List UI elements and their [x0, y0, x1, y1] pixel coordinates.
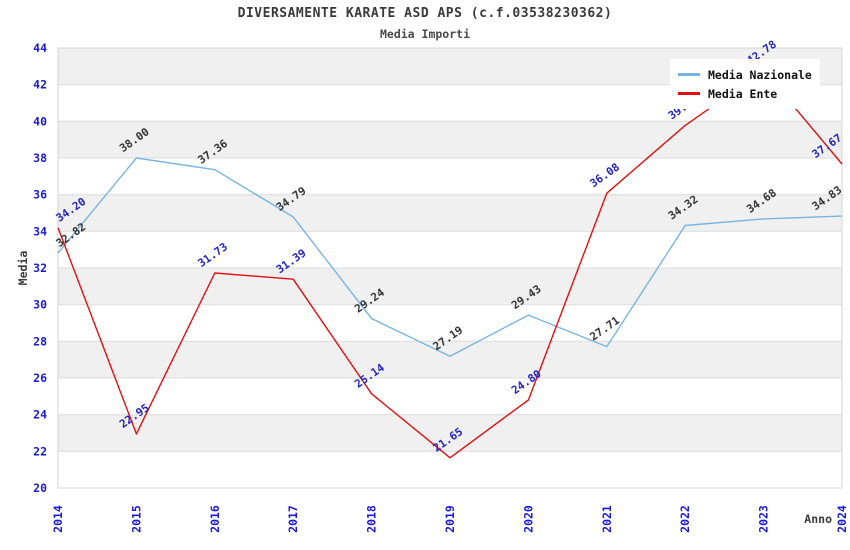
- y-tick-label: 30: [33, 298, 47, 312]
- x-tick-label: 2023: [757, 505, 771, 533]
- x-tick-label: 2016: [208, 505, 222, 533]
- y-tick-label: 32: [33, 261, 47, 275]
- plot-band: [58, 121, 842, 158]
- legend-item-media-ente: Media Ente: [678, 84, 820, 103]
- x-tick-label: 2020: [521, 505, 535, 533]
- y-tick-label: 34: [33, 224, 47, 238]
- legend-swatch: [678, 92, 700, 95]
- x-tick-label: 2024: [835, 505, 849, 533]
- y-tick-label: 38: [33, 151, 47, 165]
- plot-band: [58, 341, 842, 378]
- y-tick-label: 28: [33, 334, 47, 348]
- plot-band: [58, 378, 842, 415]
- y-tick-label: 36: [33, 188, 47, 202]
- plot-band: [58, 304, 842, 342]
- x-tick-label: 2017: [286, 505, 300, 533]
- chart-title: DIVERSAMENTE KARATE ASD APS (c.f.0353823…: [237, 6, 613, 21]
- x-tick-label: 2015: [129, 505, 143, 533]
- y-tick-label: 44: [33, 41, 47, 55]
- plot-band: [58, 451, 842, 488]
- plot-band: [58, 158, 842, 195]
- x-tick-label: 2019: [443, 505, 457, 533]
- x-tick-label: 2018: [365, 505, 379, 533]
- y-tick-label: 40: [33, 114, 47, 128]
- y-tick-label: 42: [33, 78, 47, 92]
- legend-label: Media Ente: [708, 86, 778, 101]
- y-axis-title: Media: [16, 251, 30, 286]
- plot-border: [57, 47, 843, 489]
- plot-band: [58, 414, 842, 452]
- series-line-media-nazionale: [57, 157, 843, 357]
- y-tick-label: 20: [33, 481, 47, 495]
- y-tick-label: 22: [33, 444, 47, 458]
- legend-label: Media Nazionale: [708, 67, 812, 82]
- x-tick-label: 2014: [51, 505, 65, 533]
- plot-band: [58, 194, 842, 232]
- legend-swatch: [678, 73, 700, 76]
- x-tick-label: 2021: [600, 505, 614, 533]
- x-tick-label: 2022: [678, 505, 692, 533]
- legend-item-media-nazionale: Media Nazionale: [678, 65, 820, 84]
- legend: Media Nazionale Media Ente: [670, 59, 820, 109]
- plot-band: [58, 231, 842, 268]
- x-axis-title: Anno: [804, 512, 832, 526]
- y-tick-label: 24: [33, 408, 47, 422]
- y-tick-label: 26: [33, 371, 47, 385]
- plot-band: [58, 268, 842, 305]
- chart-subtitle: Media Importi: [379, 27, 470, 41]
